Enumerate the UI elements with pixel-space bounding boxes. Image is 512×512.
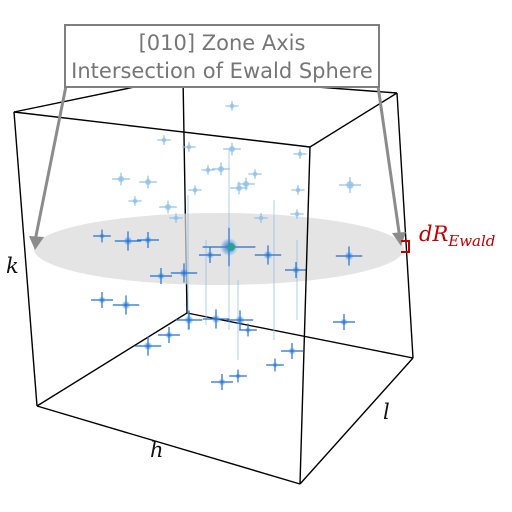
diffraction-peak — [159, 200, 177, 214]
diffraction-peak — [91, 292, 113, 308]
diffraction-peak — [134, 336, 162, 356]
diffraction-peak — [230, 181, 248, 195]
diffraction-peak — [254, 213, 268, 223]
diffraction-peak — [254, 245, 282, 265]
diffraction-peak — [339, 177, 361, 193]
zone-axis-callout: [010] Zone Axis Intersection of Ewald Sp… — [64, 24, 380, 88]
diffraction-peak — [158, 327, 180, 343]
diffraction-peak — [226, 310, 254, 330]
axis-label-l: l — [383, 400, 390, 424]
left-arrow — [34, 84, 68, 238]
diffraction-peak — [266, 358, 284, 372]
diffraction-peak — [175, 310, 203, 330]
diffraction-peak — [201, 165, 215, 175]
right-arrow — [376, 84, 401, 234]
diffraction-peak — [202, 309, 230, 329]
diffraction-peak — [114, 231, 142, 251]
right-arrowhead — [392, 232, 406, 246]
diffraction-peak — [137, 232, 159, 248]
diffraction-peak — [182, 142, 196, 152]
diffraction-peak — [93, 229, 111, 243]
axis-label-h: h — [150, 438, 164, 462]
diffraction-peak — [285, 262, 307, 278]
diffraction-peak — [170, 263, 198, 283]
diffraction-peak — [248, 169, 262, 179]
diffraction-peak — [225, 101, 239, 111]
diffraction-peak — [290, 209, 304, 219]
ewald-thickness-symbol: dR — [419, 222, 449, 246]
diffraction-peak — [112, 295, 140, 315]
diffraction-peak — [335, 246, 363, 266]
left-arrowhead — [29, 236, 44, 250]
diffraction-peak — [199, 247, 221, 263]
ewald-thickness-bracket — [401, 240, 410, 253]
diffraction-peak — [150, 268, 172, 284]
diffraction-peak — [128, 196, 142, 206]
diffraction-peak — [333, 314, 355, 330]
diffraction-peaks — [91, 101, 363, 390]
callout-arrows — [29, 84, 406, 250]
bounding-box-front — [13, 92, 414, 485]
diffraction-peak — [281, 343, 303, 359]
ewald-thickness-subscript: Ewald — [448, 232, 496, 250]
diffraction-peak — [293, 149, 307, 159]
ewald-plane — [34, 213, 404, 285]
diffraction-peak — [139, 175, 157, 189]
diffraction-peak — [291, 185, 305, 195]
diffraction-peak — [229, 369, 247, 383]
origin-peak — [227, 243, 235, 251]
axis-label-k: k — [6, 254, 19, 278]
ewald-thickness-label: dREwald — [419, 222, 495, 250]
diffraction-peak — [239, 323, 257, 337]
diffraction-peak — [112, 172, 130, 186]
callout-line-2: Intersection of Ewald Sphere — [71, 59, 373, 83]
diffraction-peak — [223, 142, 241, 156]
callout-line-1: [010] Zone Axis — [138, 31, 306, 55]
diffraction-peak — [188, 185, 202, 195]
diffraction-peak — [169, 213, 183, 223]
diffraction-peak — [212, 162, 230, 176]
diffraction-peak — [211, 374, 233, 390]
diffraction-peak — [157, 135, 171, 145]
